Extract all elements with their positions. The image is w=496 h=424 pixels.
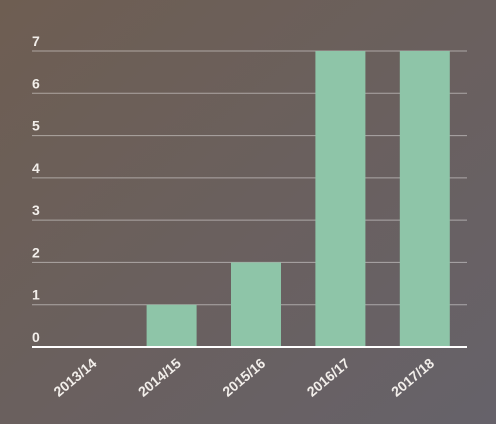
- bar: [146, 304, 197, 347]
- y-tick-label: 5: [32, 118, 40, 134]
- y-tick-label: 3: [32, 202, 40, 218]
- y-tick-label: 2: [32, 244, 40, 260]
- bar: [399, 51, 450, 347]
- bar: [231, 262, 281, 347]
- y-tick-label: 7: [32, 33, 40, 49]
- y-tick-label: 4: [32, 160, 40, 176]
- y-tick-label: 0: [32, 329, 40, 345]
- y-tick-label: 6: [32, 75, 40, 91]
- y-tick-label: 1: [32, 287, 40, 303]
- bar: [315, 51, 366, 347]
